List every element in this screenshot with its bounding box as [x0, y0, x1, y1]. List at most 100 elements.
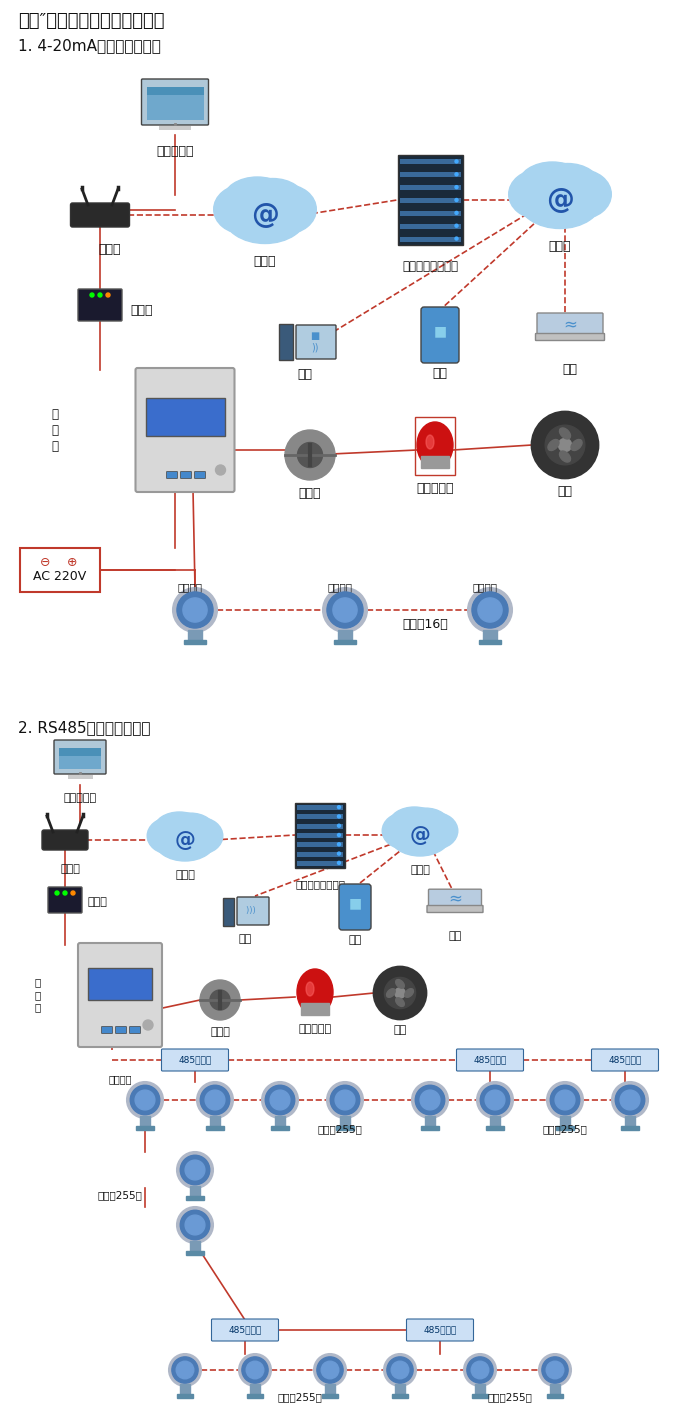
Bar [415, 416, 455, 476]
Text: 声光报警器: 声光报警器 [416, 483, 454, 495]
Circle shape [177, 1152, 213, 1188]
Text: 电脑: 电脑 [239, 934, 251, 944]
Ellipse shape [548, 439, 559, 450]
Text: ⊕: ⊕ [66, 556, 77, 568]
Bar [139, 1116, 150, 1128]
Text: 单机版电脑: 单机版电脑 [156, 145, 194, 158]
Circle shape [455, 198, 458, 201]
FancyBboxPatch shape [116, 1027, 127, 1034]
Bar [146, 87, 204, 96]
Bar [295, 802, 345, 868]
Circle shape [337, 815, 340, 817]
Bar [20, 547, 100, 592]
Text: 声光报警器: 声光报警器 [298, 1024, 332, 1034]
Text: ■: ■ [349, 896, 362, 910]
Bar [186, 1196, 204, 1200]
Text: 可连接255台: 可连接255台 [488, 1392, 533, 1401]
Ellipse shape [509, 170, 570, 219]
Bar [550, 1384, 560, 1396]
Circle shape [420, 1090, 440, 1110]
Circle shape [415, 1085, 444, 1114]
FancyBboxPatch shape [536, 333, 605, 340]
Circle shape [335, 1090, 355, 1110]
Text: 大众″系列带显示固定式检测仪: 大众″系列带显示固定式检测仪 [18, 13, 164, 30]
Circle shape [317, 1356, 343, 1383]
Circle shape [337, 806, 340, 809]
Ellipse shape [559, 452, 570, 461]
Bar [297, 851, 343, 857]
Text: 电脑: 电脑 [298, 369, 312, 381]
Bar [59, 751, 101, 770]
FancyBboxPatch shape [211, 1318, 279, 1341]
Bar [223, 898, 234, 926]
Circle shape [185, 1161, 205, 1180]
Text: 信号输出: 信号输出 [473, 582, 498, 592]
Ellipse shape [402, 808, 449, 840]
Text: ≈: ≈ [563, 315, 577, 333]
Circle shape [455, 173, 458, 176]
Bar [297, 843, 343, 847]
FancyBboxPatch shape [592, 1050, 659, 1071]
Circle shape [547, 1082, 583, 1119]
Bar [250, 1384, 260, 1396]
Bar [297, 861, 343, 865]
Text: @: @ [546, 186, 574, 214]
Ellipse shape [395, 979, 405, 988]
Circle shape [197, 1082, 233, 1119]
Circle shape [471, 1361, 489, 1379]
Circle shape [270, 1090, 290, 1110]
Text: 风机: 风机 [393, 1026, 407, 1036]
Bar [556, 1126, 574, 1130]
Bar [180, 1384, 190, 1396]
Circle shape [467, 1356, 493, 1383]
FancyBboxPatch shape [78, 943, 162, 1047]
Circle shape [464, 1354, 496, 1386]
Ellipse shape [178, 817, 223, 854]
Bar [479, 640, 501, 644]
Bar [425, 1116, 435, 1128]
Bar [621, 1126, 639, 1130]
Circle shape [180, 1210, 210, 1240]
Ellipse shape [405, 989, 414, 998]
Bar [421, 1126, 439, 1130]
Circle shape [200, 1085, 230, 1114]
Circle shape [176, 1361, 194, 1379]
Bar [475, 1384, 485, 1396]
Ellipse shape [167, 813, 214, 846]
Bar [190, 1186, 200, 1197]
Ellipse shape [413, 813, 458, 848]
Ellipse shape [571, 439, 582, 450]
Bar [392, 1394, 408, 1399]
FancyBboxPatch shape [54, 740, 106, 774]
Circle shape [242, 1356, 268, 1383]
Circle shape [321, 1361, 339, 1379]
Bar [340, 1116, 351, 1128]
Text: 互联网: 互联网 [549, 241, 571, 253]
Circle shape [106, 293, 110, 297]
Ellipse shape [550, 170, 611, 219]
Bar [421, 456, 449, 469]
Text: 路由器: 路由器 [60, 864, 80, 874]
Text: 安帕尔网络服务器: 安帕尔网络服务器 [402, 260, 458, 273]
Bar [297, 805, 343, 810]
Ellipse shape [223, 177, 292, 222]
Circle shape [468, 588, 512, 632]
Ellipse shape [389, 808, 440, 840]
Text: 可连接255台: 可连接255台 [318, 1124, 363, 1134]
Ellipse shape [256, 184, 316, 234]
Ellipse shape [240, 179, 305, 222]
Bar [547, 1394, 563, 1399]
Circle shape [239, 1354, 271, 1386]
Bar [297, 823, 343, 829]
Circle shape [127, 1082, 163, 1119]
Circle shape [387, 1356, 413, 1383]
Ellipse shape [426, 435, 434, 449]
Circle shape [135, 1090, 155, 1110]
Bar [274, 1116, 286, 1128]
Circle shape [559, 439, 572, 452]
Circle shape [327, 592, 363, 628]
FancyBboxPatch shape [195, 471, 206, 478]
Ellipse shape [417, 422, 453, 469]
Text: 485中继器: 485中继器 [228, 1325, 262, 1334]
Bar [209, 1116, 220, 1128]
